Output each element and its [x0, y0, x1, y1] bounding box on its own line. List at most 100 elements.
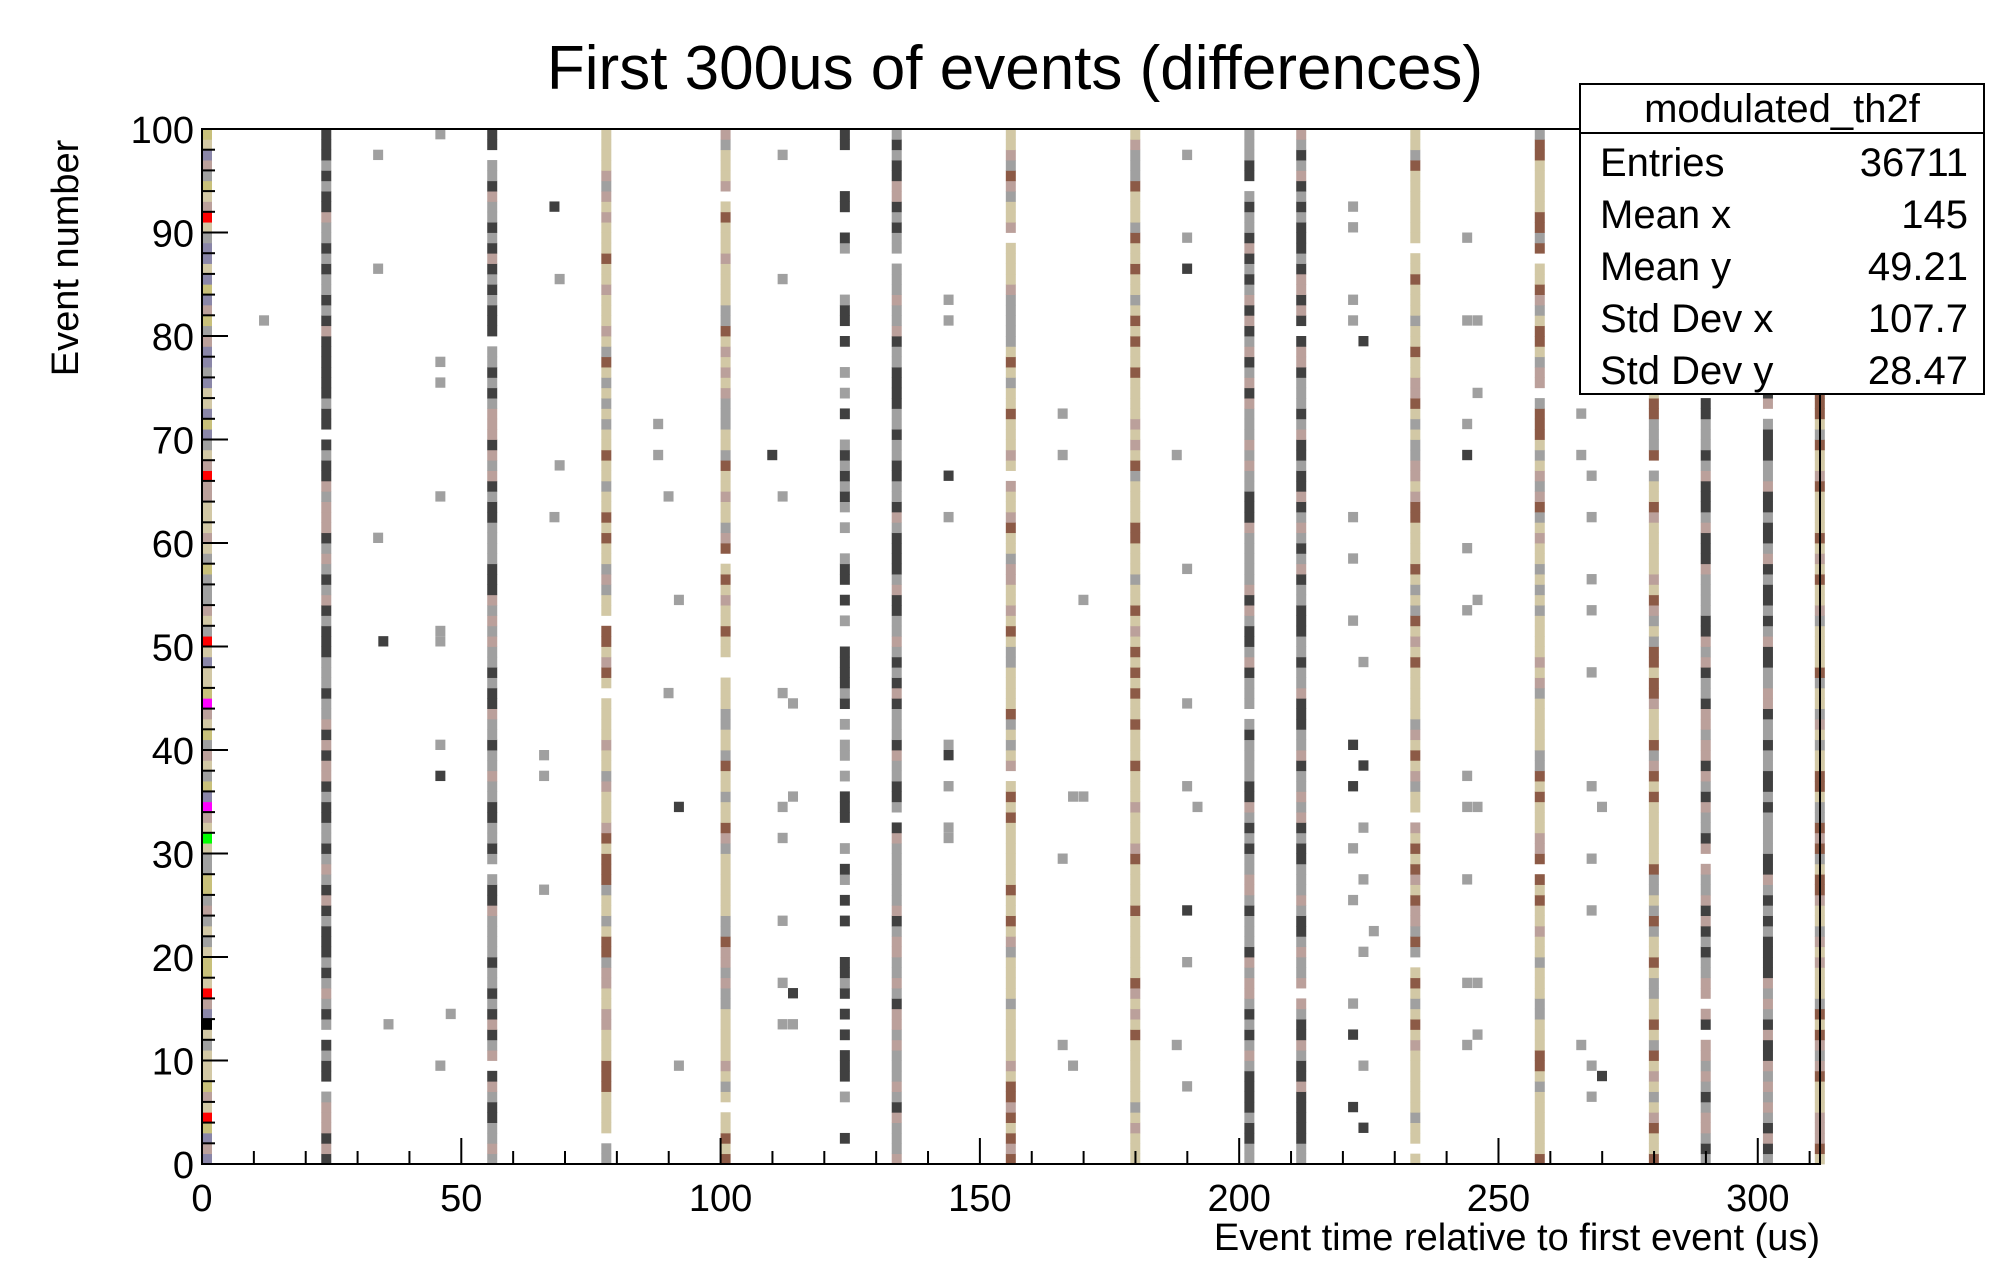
heatmap-cell — [1534, 770, 1545, 782]
heatmap-cell — [1130, 387, 1141, 399]
heatmap-cell — [1534, 853, 1545, 865]
heatmap-cell — [720, 977, 731, 989]
heatmap-cell — [720, 1008, 731, 1020]
heatmap-cell — [1410, 377, 1421, 389]
heatmap-cell — [1534, 1070, 1545, 1082]
heatmap-cell — [839, 874, 850, 885]
heatmap-cell — [1358, 656, 1369, 668]
heatmap-cell — [1296, 304, 1307, 316]
heatmap-cell — [1130, 511, 1141, 523]
heatmap-cell — [1130, 801, 1141, 813]
heatmap-cell — [1762, 853, 1773, 865]
heatmap-cell — [1244, 325, 1255, 337]
heatmap-cell — [601, 273, 612, 285]
heatmap-cell — [1182, 957, 1193, 968]
heatmap-cell — [1130, 884, 1141, 896]
heatmap-cell — [1648, 988, 1659, 999]
heatmap-cell — [720, 822, 731, 834]
heatmap-cell — [601, 180, 612, 192]
heatmap-cell — [1534, 884, 1545, 896]
heatmap-cell — [1762, 532, 1773, 544]
heatmap-cell — [202, 1060, 212, 1072]
heatmap-cell — [1762, 584, 1773, 596]
heatmap-cell — [1534, 625, 1545, 637]
heatmap-cell — [720, 1112, 731, 1123]
heatmap-cell — [1130, 491, 1141, 502]
heatmap-cell — [1244, 791, 1255, 803]
heatmap-cell — [1462, 418, 1473, 430]
heatmap-cell — [1005, 1008, 1016, 1020]
heatmap-cell — [1348, 1101, 1359, 1113]
heatmap-cell — [839, 191, 850, 202]
heatmap-cell — [487, 367, 498, 378]
heatmap-cell — [1534, 988, 1545, 999]
heatmap-cell — [1244, 201, 1255, 213]
heatmap-cell — [1534, 222, 1545, 233]
heatmap-cell — [601, 698, 612, 709]
heatmap-cell — [202, 687, 212, 699]
heatmap-cell — [1005, 191, 1016, 202]
heatmap-cell — [1244, 543, 1255, 554]
heatmap-cell — [1005, 387, 1016, 399]
heatmap-cell — [601, 594, 612, 606]
heatmap-cell — [601, 170, 612, 182]
heatmap-cell — [321, 1091, 332, 1103]
x-axis-title: Event time relative to first event (us) — [1214, 1217, 1820, 1259]
heatmap-cell — [891, 584, 902, 596]
heatmap-cell — [1130, 284, 1141, 295]
heatmap-cell — [767, 449, 778, 461]
heatmap-cell — [720, 687, 731, 699]
heatmap-cell — [1648, 729, 1659, 741]
heatmap-cell — [1648, 605, 1659, 616]
heatmap-cell — [487, 563, 498, 575]
heatmap-cell — [1700, 863, 1711, 875]
heatmap-cell — [487, 750, 498, 761]
heatmap-cell — [891, 367, 902, 378]
heatmap-cell — [1700, 884, 1711, 896]
heatmap-cell — [1130, 905, 1141, 916]
heatmap-cell — [1244, 687, 1255, 699]
heatmap-cell — [601, 377, 612, 389]
heatmap-cell — [1244, 760, 1255, 772]
heatmap-cell — [720, 832, 731, 844]
heatmap-cell — [720, 946, 731, 958]
heatmap-cell — [891, 905, 902, 916]
heatmap-cell — [1648, 594, 1659, 606]
heatmap-cell — [1410, 325, 1421, 337]
heatmap-cell — [1244, 770, 1255, 782]
heatmap-cell — [1130, 242, 1141, 254]
heatmap-cell — [321, 1143, 332, 1155]
heatmap-cell — [1534, 967, 1545, 979]
heatmap-cell — [720, 677, 731, 689]
heatmap-cell — [1534, 160, 1545, 171]
heatmap-cell — [1130, 315, 1141, 327]
heatmap-cell — [1410, 294, 1421, 306]
heatmap-cell — [891, 315, 902, 327]
heatmap-cell — [891, 750, 902, 761]
heatmap-cell — [487, 1029, 498, 1041]
heatmap-cell — [321, 149, 332, 161]
heatmap-cell — [720, 739, 731, 751]
heatmap-cell — [1130, 946, 1141, 958]
heatmap-cell — [1244, 1008, 1255, 1020]
heatmap-cell — [487, 418, 498, 430]
heatmap-cell — [1410, 1070, 1421, 1082]
heatmap-cell — [1700, 511, 1711, 523]
heatmap-cell — [1130, 750, 1141, 761]
heatmap-cell — [1534, 377, 1545, 389]
heatmap-cell — [1410, 222, 1421, 233]
heatmap-cell — [1648, 718, 1659, 730]
heatmap-cell — [1762, 687, 1773, 699]
heatmap-cell — [601, 346, 612, 358]
heatmap-cell — [1648, 801, 1659, 813]
heatmap-cell — [1005, 377, 1016, 389]
heatmap-cell — [1762, 1122, 1773, 1134]
heatmap-cell — [1410, 770, 1421, 782]
heatmap-cell — [1130, 480, 1141, 492]
heatmap-cell — [259, 315, 270, 326]
heatmap-cell — [1005, 998, 1016, 1010]
heatmap-cell — [1762, 791, 1773, 803]
heatmap-cell — [720, 563, 731, 575]
heatmap-cell — [839, 1091, 850, 1103]
heatmap-cell — [720, 936, 731, 948]
